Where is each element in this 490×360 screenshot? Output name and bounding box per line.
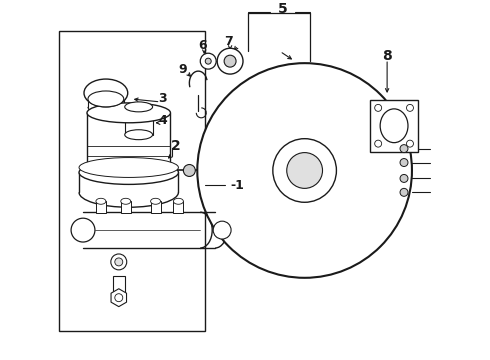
Bar [173, 201, 183, 213]
Text: 4: 4 [158, 114, 167, 127]
Ellipse shape [79, 158, 178, 177]
Circle shape [115, 258, 123, 266]
Ellipse shape [125, 102, 152, 112]
Polygon shape [111, 289, 126, 307]
Bar [113, 276, 125, 298]
Ellipse shape [87, 103, 171, 123]
Text: 9: 9 [178, 63, 187, 76]
Bar [370, 100, 418, 152]
Text: 6: 6 [198, 39, 207, 52]
Bar [59, 31, 205, 332]
Text: -1: -1 [230, 179, 244, 192]
Circle shape [375, 104, 382, 111]
Ellipse shape [173, 198, 183, 204]
Ellipse shape [79, 161, 178, 184]
Circle shape [400, 175, 408, 183]
Ellipse shape [150, 198, 161, 204]
Circle shape [273, 139, 337, 202]
Circle shape [287, 153, 322, 188]
Circle shape [400, 158, 408, 167]
Text: 8: 8 [382, 49, 392, 63]
Bar [150, 201, 161, 213]
Ellipse shape [87, 162, 171, 183]
Text: 2: 2 [171, 139, 180, 153]
Circle shape [224, 55, 236, 67]
Ellipse shape [96, 198, 106, 204]
Text: 7: 7 [224, 35, 232, 48]
Circle shape [217, 48, 243, 74]
Circle shape [183, 165, 196, 176]
Circle shape [115, 294, 123, 302]
Circle shape [407, 104, 414, 111]
Bar [121, 201, 131, 213]
Circle shape [400, 145, 408, 153]
Circle shape [197, 63, 412, 278]
Bar [96, 201, 106, 213]
Circle shape [407, 140, 414, 147]
Ellipse shape [125, 130, 152, 140]
Circle shape [111, 254, 127, 270]
Ellipse shape [88, 91, 124, 107]
Circle shape [375, 140, 382, 147]
Circle shape [205, 58, 211, 64]
Circle shape [200, 53, 216, 69]
Ellipse shape [380, 109, 408, 143]
Circle shape [400, 188, 408, 196]
Circle shape [71, 218, 95, 242]
Ellipse shape [84, 79, 128, 107]
Text: 3: 3 [158, 93, 167, 105]
Text: 5: 5 [278, 3, 288, 17]
Ellipse shape [121, 198, 131, 204]
Circle shape [213, 221, 231, 239]
